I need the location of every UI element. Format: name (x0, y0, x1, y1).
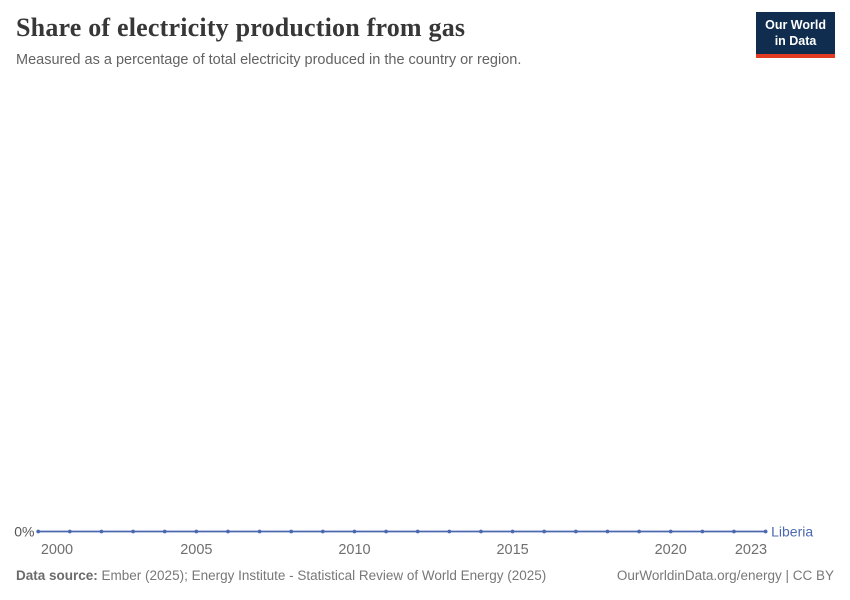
x-axis-tick-label: 2005 (180, 542, 212, 558)
x-axis-tick-label: 2020 (655, 542, 687, 558)
data-point (763, 529, 768, 534)
data-point (226, 529, 230, 534)
chart-subtitle: Measured as a percentage of total electr… (16, 52, 522, 68)
owid-logo-line2: in Data (774, 34, 817, 49)
data-point (67, 529, 72, 534)
data-point (384, 529, 388, 534)
data-point (352, 529, 357, 534)
data-point (510, 529, 515, 534)
page-title: Share of electricity production from gas (16, 13, 466, 42)
data-source-label: Data source: (16, 568, 98, 583)
data-point (99, 529, 104, 534)
data-point (447, 529, 452, 534)
x-axis-tick-label: 2015 (496, 542, 528, 558)
data-point (36, 529, 41, 534)
data-point (542, 529, 547, 534)
x-axis-tick-label: 2023 (735, 542, 767, 558)
data-point (637, 529, 641, 534)
data-point (605, 529, 610, 534)
data-point (162, 529, 167, 534)
data-point (732, 529, 736, 534)
owid-logo-line1: Our World (765, 18, 826, 32)
owid-logo[interactable]: Our World in Data (756, 12, 835, 58)
data-source-text: Ember (2025); Energy Institute - Statist… (97, 568, 547, 583)
data-source-note: Data source: Ember (2025); Energy Instit… (16, 568, 546, 583)
y-axis-tick-label: 0% (14, 524, 34, 540)
data-point (668, 529, 673, 534)
data-point (573, 529, 578, 534)
data-point (257, 529, 262, 534)
data-point (289, 529, 294, 534)
data-point (194, 529, 199, 534)
series-label[interactable]: Liberia (771, 524, 813, 540)
chart-footer: Data source: Ember (2025); Energy Instit… (16, 568, 834, 583)
data-point (131, 529, 135, 534)
data-point (320, 529, 325, 534)
x-axis-tick-label: 2000 (41, 542, 73, 558)
owid-footer-link[interactable]: OurWorldinData.org/energy | CC BY (616, 568, 834, 583)
data-point (415, 529, 420, 534)
x-axis-tick-label: 2010 (338, 542, 370, 558)
data-point (700, 529, 705, 534)
data-point (479, 529, 483, 534)
